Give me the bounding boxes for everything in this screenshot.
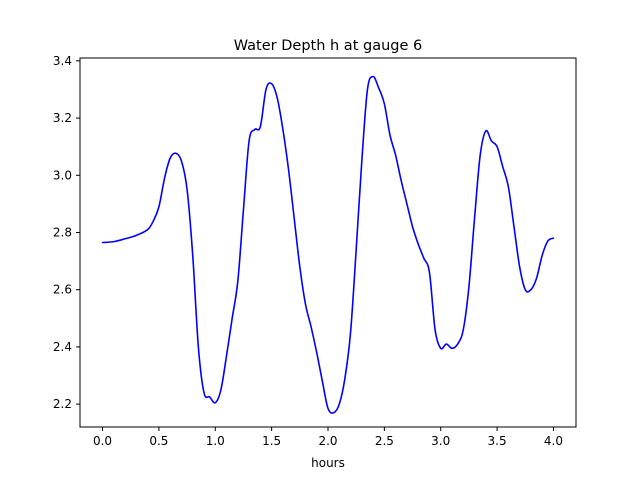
y-tick-label: 2.2 bbox=[53, 397, 72, 411]
y-tick-label: 3.2 bbox=[53, 111, 72, 125]
y-tick-label: 3.4 bbox=[53, 54, 72, 68]
x-tick-label: 2.0 bbox=[318, 434, 337, 448]
y-axis-ticks: 2.2 2.4 2.6 2.8 3.0 3.2 3.4 bbox=[53, 54, 80, 411]
x-tick-label: 1.0 bbox=[206, 434, 225, 448]
x-tick-label: 4.0 bbox=[544, 434, 563, 448]
chart-title: Water Depth h at gauge 6 bbox=[234, 38, 422, 54]
y-tick-label: 2.6 bbox=[53, 283, 72, 297]
x-tick-label: 2.5 bbox=[375, 434, 394, 448]
series-line bbox=[101, 75, 555, 414]
x-tick-label: 1.5 bbox=[262, 434, 281, 448]
y-tick-label: 3.0 bbox=[53, 168, 72, 182]
x-tick-label: 0.0 bbox=[93, 434, 112, 448]
x-tick-label: 3.5 bbox=[488, 434, 507, 448]
x-tick-label: 0.5 bbox=[149, 434, 168, 448]
y-tick-label: 2.8 bbox=[53, 225, 72, 239]
x-axis-ticks: 0.0 0.5 1.0 1.5 2.0 2.5 3.0 3.5 4.0 bbox=[93, 427, 563, 448]
x-tick-label: 3.0 bbox=[431, 434, 450, 448]
x-axis-label: hours bbox=[311, 456, 345, 470]
y-tick-label: 2.4 bbox=[53, 340, 72, 354]
